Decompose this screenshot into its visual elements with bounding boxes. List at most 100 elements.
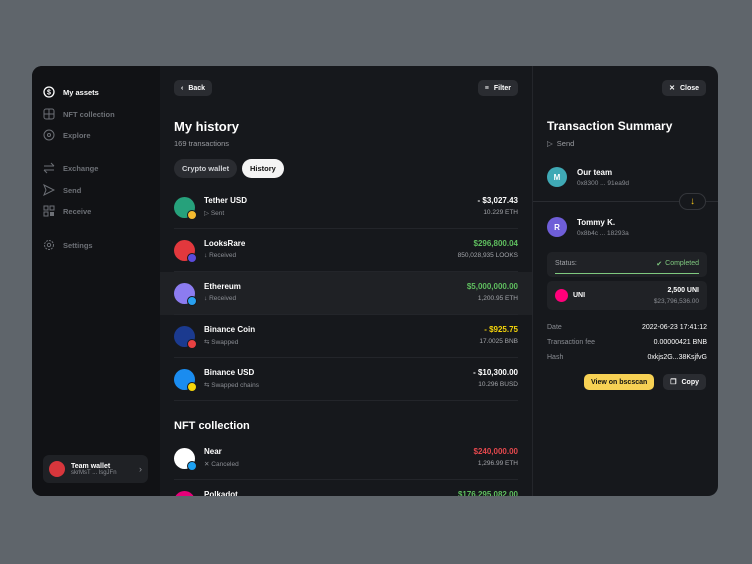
action-label: Canceled: [211, 461, 239, 468]
filter-button[interactable]: ≡ Filter: [477, 80, 518, 96]
close-icon: ✕: [669, 85, 675, 92]
transaction-action: ⇆ Swapped: [204, 338, 238, 346]
transaction-summary-panel: ✕ Close Transaction Summary ▷ Send M Our te…: [532, 66, 718, 496]
grid-icon: [43, 108, 55, 120]
transaction-action: ✕ Canceled: [204, 460, 239, 468]
summary-title: Transaction Summary: [547, 119, 673, 133]
chain-badge-icon: [187, 210, 197, 220]
summary-type: ▷ Send: [547, 139, 574, 148]
wallet-address: skrMsT ... lsgJFn: [71, 469, 117, 476]
transaction-row[interactable]: Near ✕ Canceled $240,000.00 1,296.99 ETH: [160, 437, 532, 480]
token-quantity: 850,028,935 LOOKS: [457, 252, 518, 259]
token-box: UNI 2,500 UNI $23,796,536.00: [547, 281, 707, 310]
detail-key: Hash: [547, 354, 564, 361]
divider: [174, 228, 518, 229]
filter-icon: ≡: [484, 84, 489, 92]
sidebar-item-send[interactable]: Send: [43, 184, 81, 196]
sidebar-item-nft-collection[interactable]: NFT collection: [43, 108, 115, 120]
sender-address: 0x8300 ... 91ea9d: [577, 179, 630, 187]
avatar: [49, 461, 65, 477]
status-label: Status:: [555, 260, 577, 267]
sidebar-item-exchange[interactable]: Exchange: [43, 162, 98, 174]
token-amount: 2,500 UNI: [667, 287, 699, 294]
token-quantity: 10.229 ETH: [483, 209, 518, 216]
detail-value: 0xkjs2G...38KsjfvG: [647, 354, 707, 361]
transaction-row[interactable]: Polkadot $176,295,082.00: [160, 480, 532, 496]
app-window: $ My assets NFT collection Explore Exchan…: [32, 66, 718, 496]
sender: M Our team 0x8300 ... 91ea9d: [547, 167, 629, 187]
divider: [174, 271, 518, 272]
chain-badge-icon: [187, 296, 197, 306]
close-button[interactable]: ✕ Close: [662, 80, 706, 96]
transaction-action: ▷ Sent: [204, 209, 224, 217]
action-label: Swapped chains: [211, 382, 259, 389]
avatar: R: [547, 217, 567, 237]
exchange-icon: [43, 162, 55, 174]
detail-key: Transaction fee: [547, 339, 595, 346]
dollar-circle-icon: $: [43, 86, 55, 98]
detail-hash: Hash 0xkjs2G...38KsjfvG: [547, 354, 707, 361]
close-label: Close: [679, 84, 699, 92]
sidebar-item-explore[interactable]: Explore: [43, 129, 91, 141]
transaction-row[interactable]: Tether USD ▷ Sent - $3,027.43 10.229 ETH: [160, 186, 532, 229]
sidebar-item-my-assets[interactable]: $ My assets: [43, 86, 99, 98]
coin-name: Polkadot: [204, 490, 238, 496]
recipient: R Tommy K. 0x8b4c ... 18293a: [547, 217, 629, 237]
gear-icon: [43, 239, 55, 251]
sidebar-item-label: NFT collection: [63, 109, 115, 119]
transaction-row[interactable]: Binance Coin ⇆ Swapped - $925.75 17.0025 BN…: [160, 315, 532, 358]
usd-amount: - $925.75: [484, 325, 518, 334]
sidebar-item-label: Send: [63, 185, 82, 195]
summary-type-label: Send: [556, 139, 575, 148]
token-symbol: UNI: [573, 292, 586, 299]
sidebar: $ My assets NFT collection Explore Exchan…: [32, 66, 160, 496]
status-value: Completed: [665, 260, 699, 267]
action-label: Received: [209, 252, 237, 259]
transaction-count: 169 transactions: [174, 139, 230, 148]
token-quantity: 17.0025 BNB: [479, 338, 518, 345]
action-label: Received: [209, 295, 237, 302]
view-on-bscscan-button[interactable]: View on bscscan: [584, 374, 655, 390]
sidebar-item-receive[interactable]: Receive: [43, 205, 91, 217]
token-usd: $23,796,536.00: [653, 298, 699, 305]
sidebar-item-settings[interactable]: Settings: [43, 239, 93, 251]
copy-button[interactable]: ❐ Copy: [663, 374, 706, 390]
transaction-row[interactable]: LooksRare ↓ Received $296,800.04 850,028,93…: [160, 229, 532, 272]
team-wallet-switcher[interactable]: Team wallet skrMsT ... lsgJFn ›: [43, 455, 148, 483]
detail-key: Date: [547, 324, 562, 331]
recipient-address: 0x8b4c ... 18293a: [577, 229, 629, 237]
usd-amount: $176,295,082.00: [457, 490, 518, 496]
transaction-action: ↓ Received: [204, 252, 236, 259]
transaction-row[interactable]: Binance USD ⇆ Swapped chains - $10,300.00 1…: [160, 358, 532, 401]
action-icon: ⇆: [204, 382, 210, 389]
usd-amount: $240,000.00: [473, 447, 519, 456]
transaction-action: ↓ Received: [204, 295, 236, 302]
status-progress: [555, 273, 699, 274]
usd-amount: $296,800.04: [473, 239, 519, 248]
coin-icon: [174, 491, 195, 496]
action-icon: ↓: [204, 295, 208, 302]
check-circle-icon: ✔: [656, 261, 663, 268]
action-icon: ⇆: [204, 339, 210, 346]
tab-crypto-wallet[interactable]: Crypto wallet: [174, 159, 238, 178]
status-badge: ✔ Completed: [656, 260, 699, 268]
action-icon: ↓: [204, 252, 208, 259]
uni-icon: [555, 289, 568, 302]
sender-name: Our team: [577, 167, 613, 177]
action-icon: ▷: [204, 210, 209, 217]
usd-amount: - $3,027.43: [477, 196, 518, 205]
chain-badge-icon: [187, 253, 197, 263]
coin-name: Ethereum: [204, 282, 241, 291]
coin-name: Near: [204, 447, 222, 456]
token-quantity: 1,296.99 ETH: [477, 460, 518, 467]
coin-name: Tether USD: [204, 196, 247, 205]
chevron-right-icon: ›: [139, 464, 142, 474]
chain-badge-icon: [187, 461, 197, 471]
back-button[interactable]: ‹ Back: [174, 80, 213, 96]
tab-history[interactable]: History: [242, 159, 284, 178]
sidebar-item-label: Settings: [63, 240, 93, 250]
status-box: Status: ✔ Completed: [547, 252, 707, 277]
divider: [174, 479, 518, 480]
divider: [533, 201, 718, 202]
transaction-row[interactable]: Ethereum ↓ Received $5,000,000.00 1,200.95 …: [160, 272, 532, 315]
